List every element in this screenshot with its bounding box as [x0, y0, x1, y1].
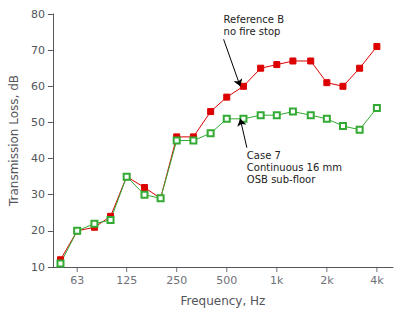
svg-text:OSB sub-floor: OSB sub-floor — [247, 174, 316, 185]
svg-text:1k: 1k — [270, 274, 284, 287]
svg-text:Frequency, Hz: Frequency, Hz — [180, 294, 265, 308]
svg-text:no fire stop: no fire stop — [224, 26, 281, 37]
svg-text:500: 500 — [216, 274, 237, 287]
svg-text:250: 250 — [166, 274, 187, 287]
svg-text:Continuous 16 mm: Continuous 16 mm — [247, 162, 342, 173]
svg-text:4k: 4k — [370, 274, 384, 287]
svg-text:Reference B: Reference B — [224, 14, 285, 25]
svg-text:Case 7: Case 7 — [247, 150, 281, 161]
svg-text:60: 60 — [31, 80, 45, 93]
svg-text:125: 125 — [116, 274, 137, 287]
svg-text:50: 50 — [31, 116, 45, 129]
svg-text:10: 10 — [31, 261, 45, 274]
svg-text:63: 63 — [70, 274, 84, 287]
svg-text:30: 30 — [31, 188, 45, 201]
svg-text:70: 70 — [31, 44, 45, 57]
svg-text:Transmission Loss, dB: Transmission Loss, dB — [7, 75, 21, 207]
svg-text:40: 40 — [31, 152, 45, 165]
svg-text:80: 80 — [31, 8, 45, 21]
svg-text:20: 20 — [31, 224, 45, 237]
svg-text:2k: 2k — [320, 274, 334, 287]
